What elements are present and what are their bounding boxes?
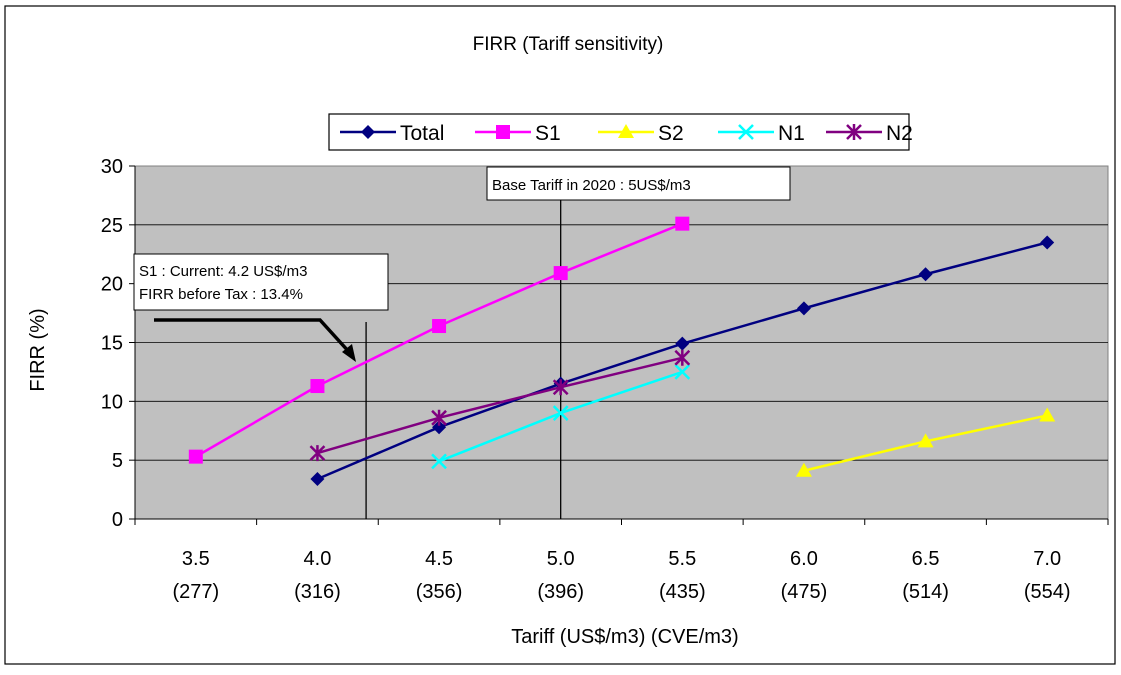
base-tariff-callout-box — [486, 166, 791, 201]
point-n2-4.5 — [431, 409, 447, 426]
point-s1-4.5 — [432, 319, 447, 334]
point-s2-7.0 — [1039, 407, 1056, 422]
point-total-7.0 — [1040, 235, 1055, 250]
x-axis-label: Tariff (US$/m3) (CVE/m3) — [511, 626, 738, 648]
y-tick-label-30: 30 — [101, 156, 123, 178]
callout-arrow-shaft — [154, 318, 352, 355]
point-s1-5.0 — [553, 266, 568, 281]
point-total-6.5 — [918, 267, 933, 282]
legend-marker-n1 — [738, 124, 754, 140]
legend: Total S1 S2 N1 N2 — [328, 113, 913, 151]
series-s1 — [188, 216, 690, 464]
x-tick-label-4.0: 4.0 — [304, 548, 332, 570]
y-tick-labels: 0 5 10 15 20 25 30 — [101, 156, 123, 531]
legend-item-n1: N1 — [718, 122, 805, 145]
point-s2-6.5 — [917, 433, 934, 448]
point-s1-4.0 — [310, 379, 325, 394]
x-tick-sublabel-4.0: (316) — [294, 581, 341, 603]
x-tick-sublabel-5.0: (396) — [537, 581, 584, 603]
x-tick-sublabel-6.5: (514) — [902, 581, 949, 603]
legend-marker-total — [361, 125, 375, 139]
series-line-n2 — [317, 356, 683, 455]
point-n1-5.0 — [552, 405, 569, 421]
y-tick-label-5: 5 — [112, 450, 123, 472]
series-n1 — [431, 364, 691, 470]
series-group — [188, 216, 1056, 486]
legend-label-s1: S1 — [535, 122, 561, 145]
point-total-4.0 — [310, 471, 325, 486]
point-n1-5.5 — [674, 364, 691, 380]
legend-item-s1: S1 — [475, 122, 561, 145]
y-tick-label-20: 20 — [101, 274, 123, 296]
y-tick-label-25: 25 — [101, 215, 123, 237]
y-tick-label-10: 10 — [101, 391, 123, 413]
point-s2-6.0 — [795, 462, 812, 477]
legend-marker-n2 — [846, 124, 862, 140]
callout-arrow-head — [342, 344, 356, 362]
point-n2-5.0 — [552, 379, 569, 396]
legend-label-n1: N1 — [778, 122, 805, 145]
current-tariff-callout-box — [133, 253, 389, 311]
current-tariff-callout-line-0: S1 : Current: 4.2 US$/m3 — [139, 263, 307, 280]
point-total-4.5 — [432, 420, 447, 435]
x-tick-sublabel-3.5: (277) — [172, 581, 219, 603]
legend-marker-s2 — [618, 124, 634, 138]
legend-label-s2: S2 — [658, 122, 684, 145]
series-s2 — [795, 407, 1056, 477]
legend-label-n2: N2 — [886, 122, 913, 145]
legend-item-s2: S2 — [598, 122, 684, 145]
current-tariff-callout-line-1: FIRR before Tax : 13.4% — [139, 286, 303, 303]
legend-item-total: Total — [340, 122, 444, 145]
base-tariff-callout-text: Base Tariff in 2020 : 5US$/m3 — [492, 177, 691, 194]
legend-marker-s1 — [496, 125, 510, 139]
series-total — [310, 235, 1055, 486]
y-axis-label: FIRR (%) — [27, 308, 49, 391]
chart-title: FIRR (Tariff sensitivity) — [473, 34, 664, 55]
point-n2-4.0 — [309, 445, 326, 462]
axes — [129, 165, 1109, 525]
x-tick-label-4.5: 4.5 — [425, 548, 453, 570]
x-tick-sublabel-5.5: (435) — [659, 581, 706, 603]
x-tick-sublabel-7.0: (554) — [1024, 581, 1071, 603]
x-tick-label-6.5: 6.5 — [912, 548, 940, 570]
point-n1-4.5 — [431, 453, 447, 470]
x-tick-labels: 3.5 (277) 4.0 (316) 4.5 (356) 5.0 (396) 5.5 (435)… — [172, 548, 1070, 603]
y-tick-label-15: 15 — [101, 333, 123, 355]
x-tick-label-6.0: 6.0 — [790, 548, 818, 570]
point-s1-5.5 — [675, 216, 690, 231]
x-tick-sublabel-4.5: (356) — [416, 581, 463, 603]
point-total-5.5 — [675, 336, 690, 351]
x-tick-label-5.5: 5.5 — [668, 548, 696, 570]
point-s1-3.5 — [188, 449, 203, 464]
series-n2 — [309, 349, 691, 462]
x-tick-label-7.0: 7.0 — [1033, 548, 1061, 570]
point-total-6.0 — [796, 301, 811, 316]
x-tick-label-5.0: 5.0 — [547, 548, 575, 570]
annotations: S1 : Current: 4.2 US$/m3 FIRR before Tax … — [133, 166, 791, 519]
y-tick-label-0: 0 — [112, 509, 123, 531]
legend-label-total: Total — [400, 122, 444, 145]
x-tick-label-3.5: 3.5 — [182, 548, 210, 570]
x-tick-sublabel-6.0: (475) — [781, 581, 828, 603]
legend-item-n2: N2 — [826, 122, 913, 145]
point-n2-5.5 — [674, 349, 691, 366]
